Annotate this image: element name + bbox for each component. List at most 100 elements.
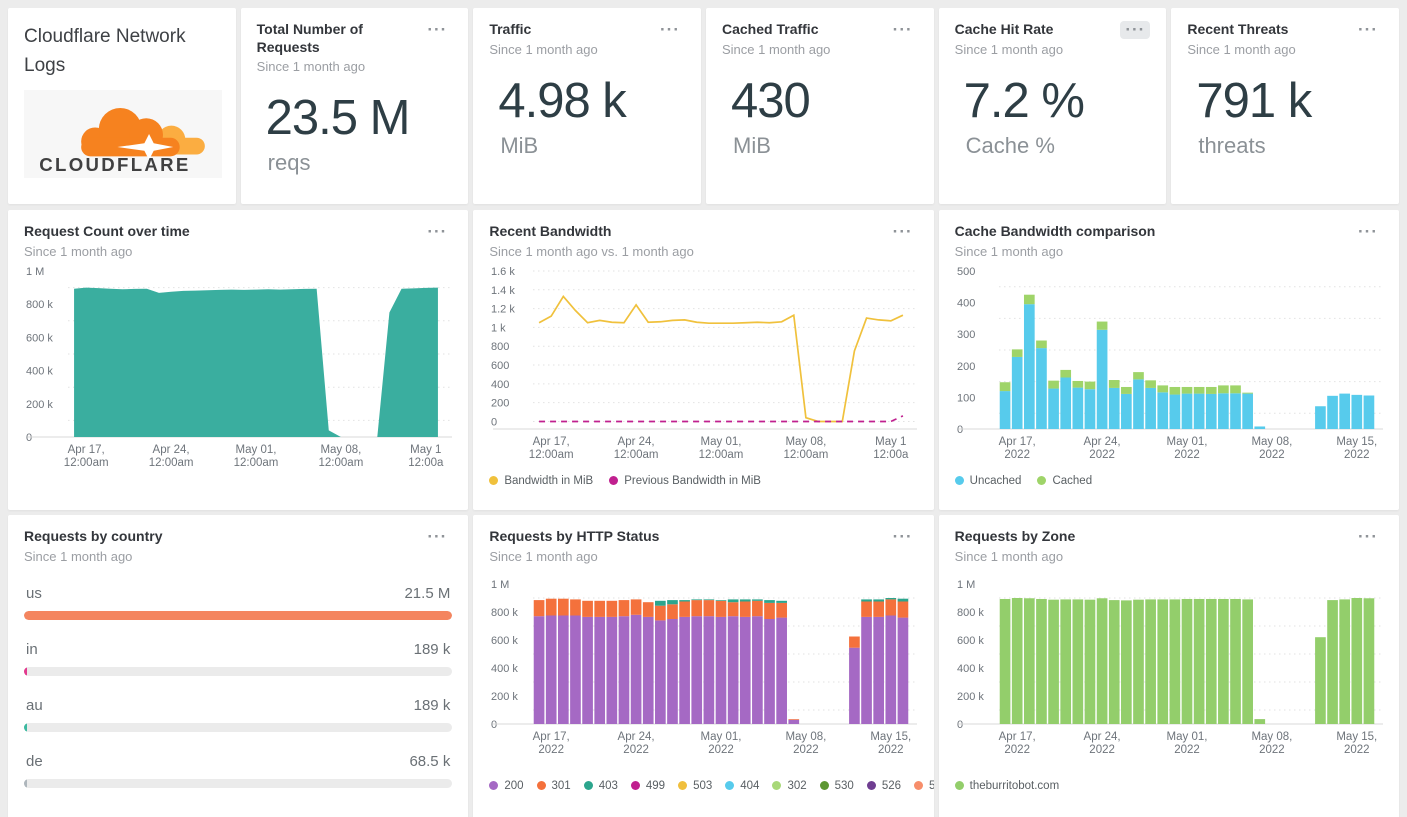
legend-item-Cached[interactable]: Cached — [1037, 475, 1092, 487]
svg-text:May 01,2022: May 01, 2022 — [1166, 436, 1207, 461]
svg-text:600: 600 — [491, 360, 509, 372]
legend-item-301[interactable]: 301 — [536, 779, 571, 792]
svg-text:May 01,12:00am: May 01, 12:00am — [234, 444, 279, 469]
panel-subtitle: Since 1 month ago — [1187, 41, 1296, 57]
requests-by-country-gauge[interactable]: us 21.5 M in 189 k au 189 k de 68.5 k — [24, 584, 453, 788]
legend-label: 301 — [551, 779, 571, 792]
panel-title: Requests by HTTP Status — [489, 528, 660, 544]
legend-item-Bandwidth in MiB[interactable]: Bandwidth in MiB — [489, 475, 593, 487]
legend-dot-icon — [954, 781, 964, 790]
stat-unit: MiB — [500, 132, 539, 158]
svg-text:May 01,2022: May 01, 2022 — [1166, 731, 1207, 756]
charts-row-1: Request Count over time Since 1 month ag… — [8, 210, 1399, 510]
recent-bandwidth-legend: Bandwidth in MiB Previous Bandwidth in Mi… — [489, 475, 917, 487]
panel-subtitle: Since 1 month ago — [489, 41, 598, 57]
legend-item-200[interactable]: 200 — [489, 780, 524, 792]
gauge-row-in: in 189 k — [24, 640, 453, 676]
http-status-chart[interactable]: 1 M 800 k 600 k 400 k 200 k 0 Apr 17, 2022 Apr 2… — [489, 576, 918, 764]
legend-item-403[interactable]: 403 — [583, 780, 618, 792]
panel-recent-threats: Recent Threats Since 1 month ago ··· 791… — [1171, 8, 1399, 204]
panel-menu-icon[interactable]: ··· — [1358, 222, 1378, 241]
panel-menu-icon[interactable]: ··· — [427, 527, 448, 546]
svg-text:May 08,2022: May 08, 2022 — [1251, 731, 1292, 756]
gauge-fill — [24, 778, 27, 788]
panel-subtitle: Since 1 month ago — [489, 548, 598, 564]
panel-title: Total Number of Requests — [256, 21, 363, 55]
dashboard-title: Cloudflare Network Logs — [24, 26, 186, 76]
legend-item-theburritobot.com[interactable]: theburritobot.com — [954, 779, 1060, 792]
panel-subtitle: Since 1 month ago — [954, 41, 1064, 57]
legend-dot-icon — [609, 476, 619, 485]
legend-item-Uncached[interactable]: Uncached — [954, 475, 1021, 487]
svg-text:800 k: 800 k — [26, 299, 53, 311]
svg-text:400: 400 — [491, 378, 509, 390]
legend-dot-icon — [489, 476, 499, 485]
recent-bandwidth-chart[interactable]: 1.6 k 1.4 k 1.2 k 1 k 800 600 400 200 0 Apr 17, 12… — [489, 263, 918, 469]
panel-menu-icon[interactable]: ··· — [1120, 21, 1151, 39]
cache-bandwidth-chart[interactable]: 500 400 300 200 100 0 Apr 17, 2022 Apr 24, 2022 Ma… — [955, 263, 1383, 469]
svg-text:Apr 24,12:00am: Apr 24, 12:00am — [614, 436, 659, 461]
requests-by-zone-chart[interactable]: 1 M 800 k 600 k 400 k 200 k 0 Apr 17, 2022 Apr 2… — [955, 576, 1383, 764]
svg-text:May 01,2022: May 01, 2022 — [701, 731, 742, 756]
panel-menu-icon[interactable]: ··· — [427, 20, 448, 39]
request-count-chart[interactable]: 1 M 800 k 600 k 400 k 200 k 0 Apr 17, 12:00am Ap… — [24, 263, 452, 477]
legend-item-503[interactable]: 503 — [678, 780, 712, 792]
legend-label: Previous Bandwidth in MiB — [624, 474, 761, 487]
panel-title: Cache Hit Rate — [954, 21, 1054, 37]
stat-value: 23.5 M — [265, 91, 411, 145]
svg-text:0: 0 — [491, 719, 497, 731]
panel-subtitle: Since 1 month ago — [24, 243, 133, 259]
svg-text:Apr 17,12:00am: Apr 17, 12:00am — [64, 444, 109, 469]
panel-menu-icon[interactable]: ··· — [427, 222, 448, 241]
legend-item-404[interactable]: 404 — [725, 780, 759, 792]
panel-menu-icon[interactable]: ··· — [1358, 20, 1378, 39]
cache-bandwidth-legend: Uncached Cached — [954, 475, 1383, 487]
panel-subtitle: Since 1 month ago — [24, 548, 133, 564]
svg-text:600 k: 600 k — [26, 332, 53, 344]
panel-menu-icon[interactable]: ··· — [892, 222, 913, 241]
svg-text:300: 300 — [957, 329, 975, 341]
legend-item-Previous Bandwidth in MiB[interactable]: Previous Bandwidth in MiB — [609, 475, 761, 487]
stat-unit: MiB — [733, 132, 771, 158]
legend-item-302[interactable]: 302 — [772, 780, 807, 792]
legend-label: theburritobot.com — [969, 779, 1060, 792]
panel-title: Cache Bandwidth comparison — [954, 223, 1156, 239]
legend-label: Cached — [1052, 474, 1093, 487]
svg-text:1 M: 1 M — [957, 579, 975, 591]
svg-text:600 k: 600 k — [491, 635, 518, 647]
svg-text:800 k: 800 k — [957, 607, 984, 619]
gauge-row-de: de 68.5 k — [24, 753, 453, 788]
panel-requests-by-country: Requests by country Since 1 month ago ··… — [8, 515, 469, 817]
gauge-value: 189 k — [413, 640, 451, 658]
legend-item-524[interactable]: 524 — [914, 780, 934, 792]
gauge-label: us — [26, 584, 42, 602]
cloudflare-logo-box: CLOUDFLARE — [24, 90, 222, 178]
legend-item-530[interactable]: 530 — [819, 780, 854, 792]
svg-text:800: 800 — [491, 341, 509, 353]
gauge-fill — [24, 610, 453, 620]
panel-traffic: Traffic Since 1 month ago ··· 4.98 k MiB — [473, 8, 701, 204]
panel-cache-hit-rate: Cache Hit Rate Since 1 month ago ··· 7.2… — [938, 8, 1167, 204]
legend-item-499[interactable]: 499 — [630, 780, 665, 792]
charts-row-2: Requests by country Since 1 month ago ··… — [8, 515, 1399, 817]
svg-text:Apr 17,2022: Apr 17, 2022 — [533, 731, 570, 756]
cloudflare-logo: CLOUDFLARE — [39, 107, 205, 175]
legend-item-526[interactable]: 526 — [866, 779, 902, 792]
svg-text:200 k: 200 k — [957, 691, 984, 703]
svg-text:1.2 k: 1.2 k — [491, 303, 515, 315]
gauge-track — [24, 610, 453, 620]
panel-menu-icon[interactable]: ··· — [892, 527, 913, 546]
panel-menu-icon[interactable]: ··· — [660, 20, 680, 39]
svg-text:800 k: 800 k — [491, 607, 518, 619]
stats-row: Cloudflare Network Logs CLOUDFLARE Total… — [8, 8, 1399, 204]
legend-dot-icon — [489, 781, 499, 790]
panel-menu-icon[interactable]: ··· — [892, 20, 913, 39]
svg-text:May 08,12:00am: May 08, 12:00am — [319, 444, 364, 469]
legend-dot-icon — [914, 781, 924, 790]
legend-dot-icon — [772, 781, 782, 790]
stat-unit: reqs — [267, 150, 311, 175]
legend-label: 526 — [881, 779, 902, 792]
svg-text:May 15,2022: May 15, 2022 — [1336, 731, 1377, 756]
panel-menu-icon[interactable]: ··· — [1358, 527, 1378, 546]
legend-dot-icon — [536, 781, 546, 790]
